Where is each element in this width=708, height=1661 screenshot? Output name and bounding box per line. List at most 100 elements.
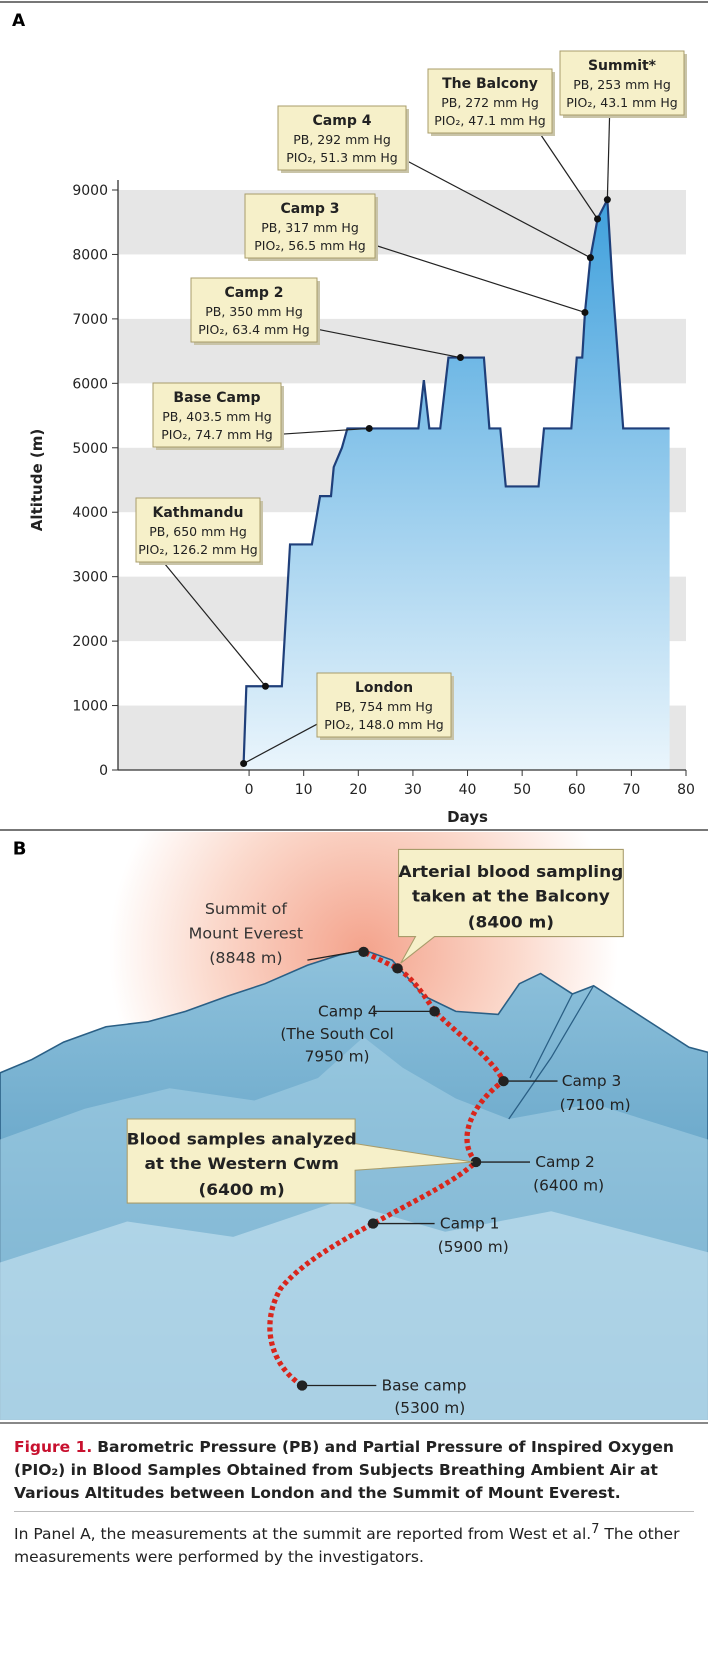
caption-title: Figure 1. Barometric Pressure (PB) and P… — [14, 1436, 694, 1505]
x-tick-label: 30 — [404, 782, 422, 798]
annotation-box — [190, 277, 318, 343]
annotation-box — [244, 193, 376, 259]
callout-box — [126, 1118, 473, 1204]
caption-title-text: Barometric Pressure (PB) and Partial Pre… — [14, 1438, 674, 1502]
y-tick-label: 3000 — [72, 570, 108, 586]
leader — [307, 950, 361, 961]
annotation-text: PIO₂, 43.1 mm Hg — [566, 95, 678, 110]
camp-label: (5300 m) — [394, 1399, 465, 1417]
panel-label: A — [12, 11, 26, 31]
caption-body-text: In Panel A, the measurements at the summ… — [14, 1525, 592, 1544]
camp-label: Camp 1 — [440, 1215, 500, 1233]
summit-label: Mount Everest — [189, 924, 304, 943]
callout-text: taken at the Balcony — [412, 887, 610, 906]
camp-label: Camp 4 — [318, 1003, 378, 1021]
point — [456, 354, 464, 362]
annotation-text: PB, 754 mm Hg — [335, 699, 433, 714]
point — [603, 196, 611, 204]
y-tick-label: 8000 — [72, 247, 108, 263]
leader — [374, 244, 586, 314]
annotation-text: PB, 253 mm Hg — [573, 77, 671, 92]
annotation-text: PB, 272 mm Hg — [441, 95, 539, 110]
leader — [162, 561, 266, 687]
camp-label: 7950 m) — [305, 1048, 370, 1066]
panel-b: B Summit of Mount Everest (8848 m) Arter… — [0, 832, 708, 1420]
caption-label: Figure 1. — [14, 1438, 93, 1456]
camp-label: (7100 m) — [560, 1096, 631, 1114]
point — [581, 308, 589, 316]
leader — [405, 159, 591, 259]
camp-label: (The South Col — [280, 1025, 393, 1043]
callout-text: (8400 m) — [468, 913, 554, 932]
x-tick-label: 10 — [295, 782, 313, 798]
annotation-text: PIO₂, 74.7 mm Hg — [161, 427, 273, 442]
point — [261, 682, 269, 690]
y-axis-label: Altitude (m) — [28, 429, 46, 531]
summit-label: (8848 m) — [209, 948, 282, 967]
annotation-box — [277, 105, 407, 171]
y-tick-label: 1000 — [72, 699, 108, 715]
camp-label: Camp 2 — [535, 1153, 595, 1171]
y-tick-label: 5000 — [72, 441, 108, 457]
panel-a: 0 1000 2000 3000 4000 5000 6000 7000 8000 9000 0 10… — [28, 50, 695, 826]
annotation-text: PB, 403.5 mm Hg — [162, 409, 271, 424]
leaders — [302, 950, 558, 1387]
x-tick-label: 60 — [568, 782, 586, 798]
x-axis-label: Days — [447, 808, 488, 826]
leader — [243, 723, 318, 765]
point — [586, 254, 594, 262]
summit-label: Summit of — [205, 899, 288, 918]
dot — [392, 963, 403, 974]
callout-text: Blood samples analyzed — [127, 1130, 357, 1149]
annotation-title: Camp 2 — [225, 285, 284, 301]
area — [243, 199, 670, 770]
annotation-text: PIO₂, 126.2 mm Hg — [138, 542, 257, 557]
annotation-box — [152, 382, 282, 448]
annotation-text: PIO₂, 63.4 mm Hg — [198, 322, 310, 337]
annotation-box — [427, 68, 553, 134]
camp-label: Base camp — [382, 1377, 467, 1395]
annotation-box — [135, 497, 261, 563]
annotation-title: Base Camp — [173, 390, 260, 406]
grid-band — [118, 190, 686, 255]
figure: A 01000200030004000500060007000800090000… — [0, 1, 708, 1420]
leader — [316, 328, 461, 359]
y-tick-label: 0 — [99, 763, 108, 779]
reference: 7 — [591, 1522, 600, 1537]
annotation-text: PIO₂, 56.5 mm Hg — [254, 238, 366, 253]
annotation-text: PIO₂, 51.3 mm Hg — [286, 150, 398, 165]
leader — [539, 132, 599, 220]
mountain-shade — [0, 1200, 708, 1420]
annotation-box — [316, 672, 452, 738]
x-tick-label: 40 — [459, 782, 477, 798]
point — [365, 424, 373, 432]
annotation-text: PB, 292 mm Hg — [293, 132, 391, 147]
callout-text: (6400 m) — [199, 1180, 285, 1199]
x-tick-label: 20 — [349, 782, 367, 798]
ridge — [508, 985, 595, 1120]
callout-text: Arterial blood sampling — [399, 862, 624, 881]
annotation-title: Summit* — [588, 58, 657, 74]
annotation-text: PIO₂, 47.1 mm Hg — [434, 113, 546, 128]
annotation-text: PB, 317 mm Hg — [261, 220, 359, 235]
camp-label: (6400 m) — [533, 1177, 604, 1195]
y-tick-label: 2000 — [72, 634, 108, 650]
annotation-box — [559, 50, 685, 116]
x-tick-label: 50 — [513, 782, 531, 798]
leader — [280, 427, 370, 435]
y-tick-label: 9000 — [72, 183, 108, 199]
annotation-title: The Balcony — [442, 76, 538, 92]
panel-label: B — [13, 840, 27, 860]
x-tick-label: 80 — [677, 782, 695, 798]
y-tick-label: 6000 — [72, 376, 108, 392]
point — [240, 760, 248, 768]
annotation-text: PB, 650 mm Hg — [149, 524, 247, 539]
caption-body-text: The other measurements were performed by… — [14, 1525, 680, 1567]
annotation-text: PB, 350 mm Hg — [205, 304, 303, 319]
annotation-title: London — [355, 680, 413, 696]
callout-box — [398, 848, 624, 964]
annotation-title: Camp 4 — [313, 113, 372, 129]
annotation-title: Camp 3 — [281, 201, 340, 217]
annotation-text: PIO₂, 148.0 mm Hg — [324, 717, 443, 732]
